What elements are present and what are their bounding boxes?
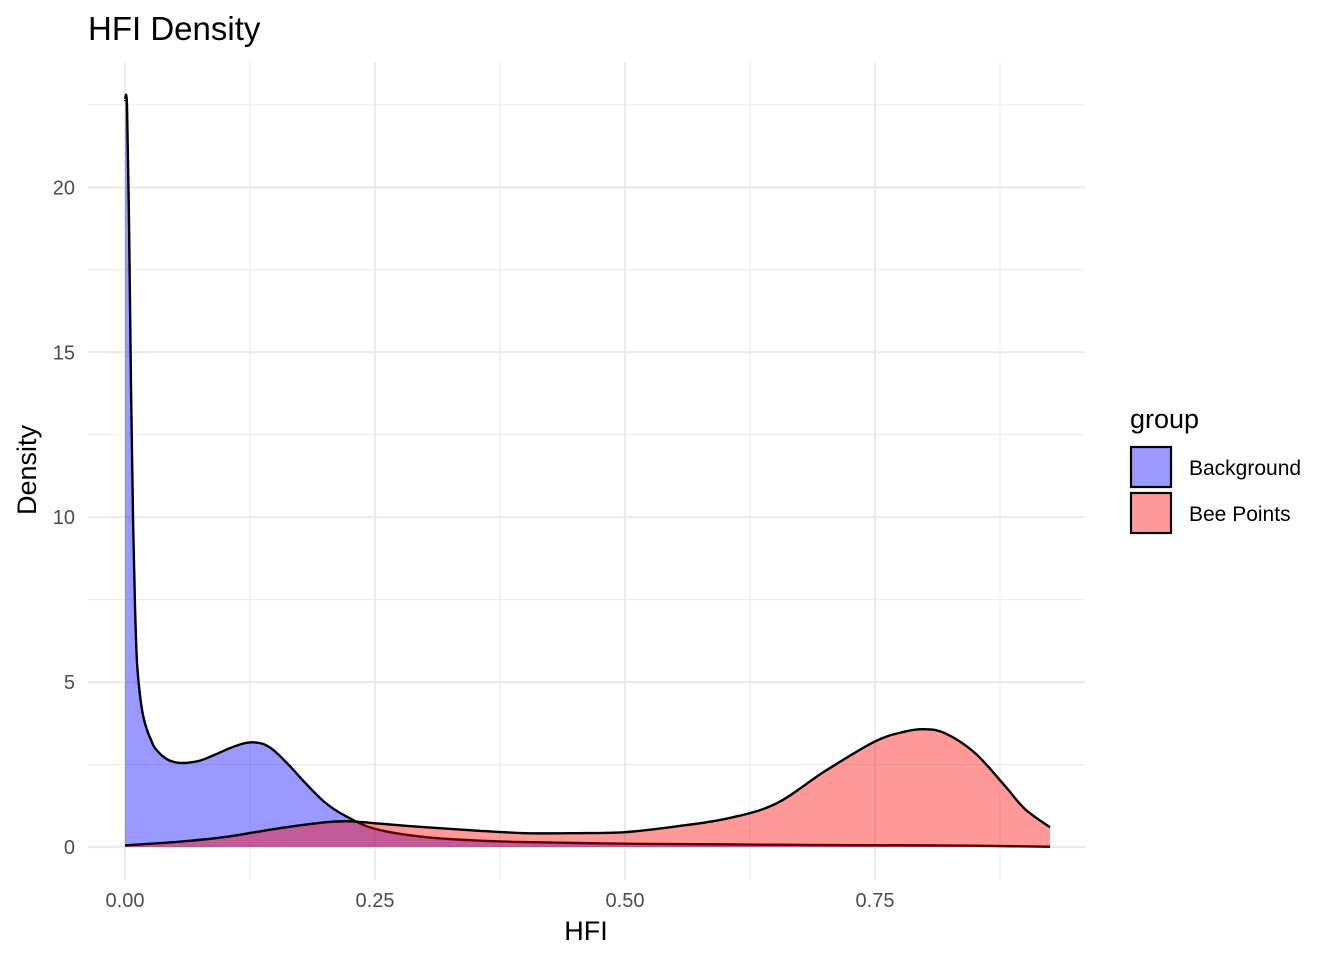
background-density-area [125, 94, 1050, 848]
y-tick-label: 15 [53, 342, 75, 364]
x-tick-label: 0.75 [856, 890, 895, 912]
y-tick-label: 5 [64, 672, 75, 694]
x-tick-label: 0.50 [606, 890, 645, 912]
x-tick-label: 0.25 [356, 890, 395, 912]
background-legend-swatch [1129, 445, 1173, 489]
bee-points-density-area [125, 729, 1050, 848]
y-tick-label: 10 [53, 507, 75, 529]
x-tick-labels: 0.00 0.25 0.50 0.75 [106, 890, 895, 912]
x-tick-label: 0.00 [106, 890, 145, 912]
bee-points-legend-key-bg [1130, 492, 1172, 534]
grid [88, 62, 1085, 880]
bee-points-density-line [124, 727, 1051, 847]
legend-items: Background Bee Points [1129, 445, 1301, 535]
background-legend-key-bg [1130, 446, 1172, 488]
x-axis-title: HFI [564, 916, 608, 946]
y-tick-label: 20 [53, 177, 75, 199]
bee-points-legend-swatch [1129, 491, 1173, 535]
legend-title: group [1130, 404, 1199, 434]
bee-points-legend-label: Bee Points [1189, 503, 1291, 526]
y-tick-labels: 0 5 10 15 20 [53, 177, 75, 859]
background-legend-label: Background [1189, 457, 1301, 480]
density-areas [123, 93, 1051, 848]
background-density-line [123, 93, 1051, 848]
chart-title: HFI Density [88, 10, 261, 47]
y-axis-title: Density [12, 424, 42, 515]
y-tick-label: 0 [64, 837, 75, 859]
legend: group Background Bee Points [1129, 404, 1301, 535]
